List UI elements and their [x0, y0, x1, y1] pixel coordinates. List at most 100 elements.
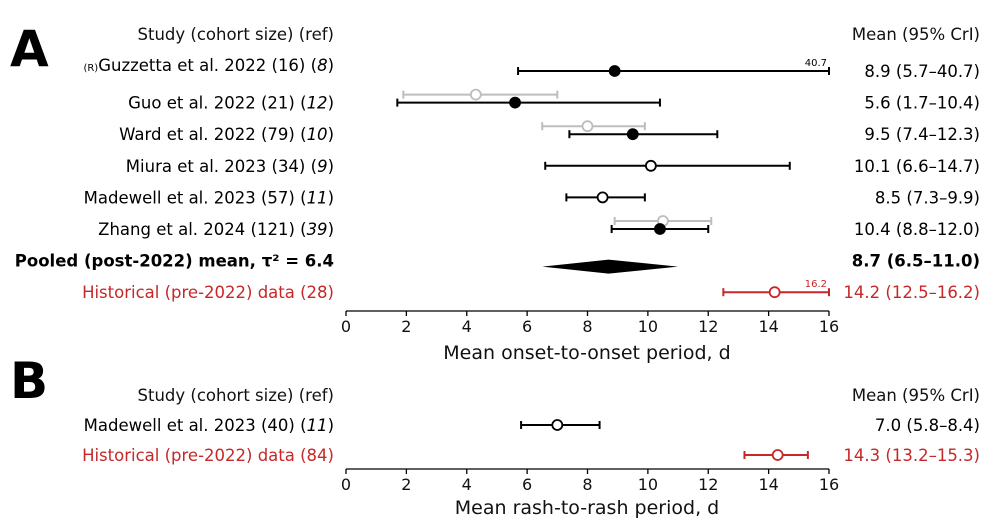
x-tick-label: 14 — [758, 475, 778, 494]
study-label-ref-close: ) — [328, 125, 334, 144]
study-label-prefix: (R) — [83, 63, 98, 74]
study-label: Pooled (post-2022) mean, τ² = 6.4 — [15, 252, 334, 271]
panel-a-row-1: (R)Guzzetta et al. 2022 (16) (8) 8.9 (5.7… — [83, 56, 980, 81]
x-tick-label: 2 — [401, 317, 411, 336]
panel-a-x-axis: 0 2 4 6 8 10 12 14 16 — [341, 310, 839, 336]
study-label-name: Madewell et al. 2023 (57) — [84, 188, 295, 207]
ci-value: 14.2 (12.5–16.2) — [843, 283, 980, 302]
point-estimate-marker — [626, 128, 639, 141]
study-label: Madewell et al. 2023 (40) (11) — [84, 416, 334, 435]
x-tick-label: 14 — [758, 317, 778, 336]
secondary-point-marker — [581, 120, 594, 133]
ci-value: 9.5 (7.4–12.3) — [864, 125, 980, 144]
study-label-name: Pooled (post-2022) mean, τ² = 6.4 — [15, 252, 334, 271]
study-label-ref-open: ( — [295, 416, 307, 435]
study-label: Ward et al. 2022 (79) (10) — [119, 125, 334, 144]
study-label-ref: 11 — [307, 188, 328, 207]
panel-b: B Study (cohort size) (ref) Mean (95% Cr… — [10, 352, 980, 519]
point-estimate-marker — [644, 159, 657, 172]
panel-a: A Study (cohort size) (ref) Mean (95% Cr… — [10, 20, 980, 364]
x-tick-label: 0 — [341, 317, 351, 336]
x-tick-label: 12 — [698, 475, 718, 494]
x-tick-label: 10 — [638, 317, 658, 336]
point-estimate-marker — [654, 223, 666, 235]
study-label-ref-open: ( — [295, 220, 307, 239]
x-tick-label: 2 — [401, 475, 411, 494]
point-estimate-marker — [771, 449, 784, 461]
study-label: (R)Guzzetta et al. 2022 (16) (8) — [83, 56, 334, 75]
x-tick-label: 16 — [819, 317, 839, 336]
x-tick-label: 8 — [582, 317, 592, 336]
panel-a-row-6: Zhang et al. 2024 (121) (39) 10.4 (8.8–12… — [98, 215, 980, 239]
ci-value: 8.5 (7.3–9.9) — [875, 188, 980, 207]
study-label: Historical (pre-2022) data (84) — [82, 446, 334, 465]
study-label-ref: 11 — [307, 416, 328, 435]
panel-b-row-2: Historical (pre-2022) data (84) 14.3 (13.… — [82, 446, 980, 465]
study-label-ref-open: ( — [305, 157, 317, 176]
study-label-name: Madewell et al. 2023 (40) — [84, 416, 295, 435]
study-label-ref-open: ( — [295, 125, 307, 144]
ci-value: 5.6 (1.7–10.4) — [864, 94, 980, 113]
ci-value: 10.4 (8.8–12.0) — [854, 220, 980, 239]
ci-value: 8.9 (5.7–40.7) — [864, 62, 980, 81]
panel-b-x-axis: 0 2 4 6 8 10 12 14 16 — [341, 468, 839, 494]
panel-b-letter: B — [10, 352, 48, 410]
x-tick-label: 6 — [522, 475, 532, 494]
ci-upper-bound-label: 40.7 — [805, 58, 827, 69]
point-estimate-marker — [509, 96, 521, 109]
study-label: Historical (pre-2022) data (28) — [82, 283, 334, 302]
panel-b-header-right: Mean (95% CrI) — [852, 386, 980, 405]
study-label-name: Zhang et al. 2024 (121) — [98, 220, 295, 239]
study-label-ref: 10 — [307, 125, 328, 144]
x-tick-label: 16 — [819, 475, 839, 494]
x-tick-label: 10 — [638, 475, 658, 494]
ci-upper-bound-label: 16.2 — [805, 279, 827, 290]
study-label-ref: 39 — [307, 220, 328, 239]
panel-a-header-right: Mean (95% CrI) — [852, 25, 980, 44]
study-label-ref: 9 — [317, 157, 328, 176]
study-label-ref-close: ) — [328, 416, 334, 435]
panel-b-header-left: Study (cohort size) (ref) — [138, 386, 334, 405]
panel-a-row-2: Guo et al. 2022 (21) (12) 5.6 (1.7–10.4) — [128, 88, 980, 113]
x-tick-label: 4 — [462, 317, 472, 336]
study-label-name: Historical (pre-2022) data (84) — [82, 446, 334, 465]
point-estimate-marker — [551, 419, 564, 431]
x-tick-label: 8 — [582, 475, 592, 494]
panel-a-rows: (R)Guzzetta et al. 2022 (16) (8) 8.9 (5.7… — [15, 56, 980, 302]
point-estimate-marker — [608, 65, 621, 77]
study-label-ref-open: ( — [305, 56, 317, 75]
study-label-ref-close: ) — [328, 188, 334, 207]
study-label-name: Guo et al. 2022 (21) — [128, 94, 295, 113]
x-tick-label: 0 — [341, 475, 351, 494]
study-label-ref-close: ) — [328, 220, 334, 239]
ci-value: 10.1 (6.6–14.7) — [854, 157, 980, 176]
x-tick-label: 6 — [522, 317, 532, 336]
x-tick-label: 12 — [698, 317, 718, 336]
study-label-ref-close: ) — [328, 94, 334, 113]
x-tick-label: 4 — [462, 475, 472, 494]
study-label-ref: 8 — [317, 56, 328, 75]
study-label-ref-open: ( — [295, 94, 307, 113]
panel-b-row-1: Madewell et al. 2023 (40) (11) 7.0 (5.8–8… — [84, 416, 980, 435]
secondary-point-marker — [469, 88, 482, 101]
study-label-ref-close: ) — [328, 157, 334, 176]
ci-value: 8.7 (6.5–11.0) — [852, 252, 980, 271]
study-label: Madewell et al. 2023 (57) (11) — [84, 188, 334, 207]
study-label-name: Miura et al. 2023 (34) — [126, 157, 306, 176]
study-label-name: Ward et al. 2022 (79) — [119, 125, 295, 144]
study-label: Zhang et al. 2024 (121) (39) — [98, 220, 334, 239]
panel-a-row-7: Pooled (post-2022) mean, τ² = 6.4 8.7 (6.… — [15, 252, 980, 274]
panel-b-rows: Madewell et al. 2023 (40) (11) 7.0 (5.8–8… — [82, 416, 980, 465]
study-label-ref-close: ) — [328, 56, 334, 75]
study-label-ref-open: ( — [295, 188, 307, 207]
panel-a-row-5: Madewell et al. 2023 (57) (11) 8.5 (7.3–9… — [84, 188, 980, 207]
panel-a-row-3: Ward et al. 2022 (79) (10) 9.5 (7.4–12.3) — [119, 120, 980, 144]
study-label: Guo et al. 2022 (21) (12) — [128, 94, 334, 113]
panel-a-row-4: Miura et al. 2023 (34) (9) 10.1 (6.6–14.7… — [126, 157, 980, 176]
ci-value: 14.3 (13.2–15.3) — [843, 446, 980, 465]
panel-a-x-axis-title: Mean onset-to-onset period, d — [443, 342, 730, 364]
ci-value: 7.0 (5.8–8.4) — [875, 416, 980, 435]
study-label-ref: 12 — [307, 94, 328, 113]
panel-a-row-8: Historical (pre-2022) data (28) 14.2 (12.… — [82, 279, 980, 302]
